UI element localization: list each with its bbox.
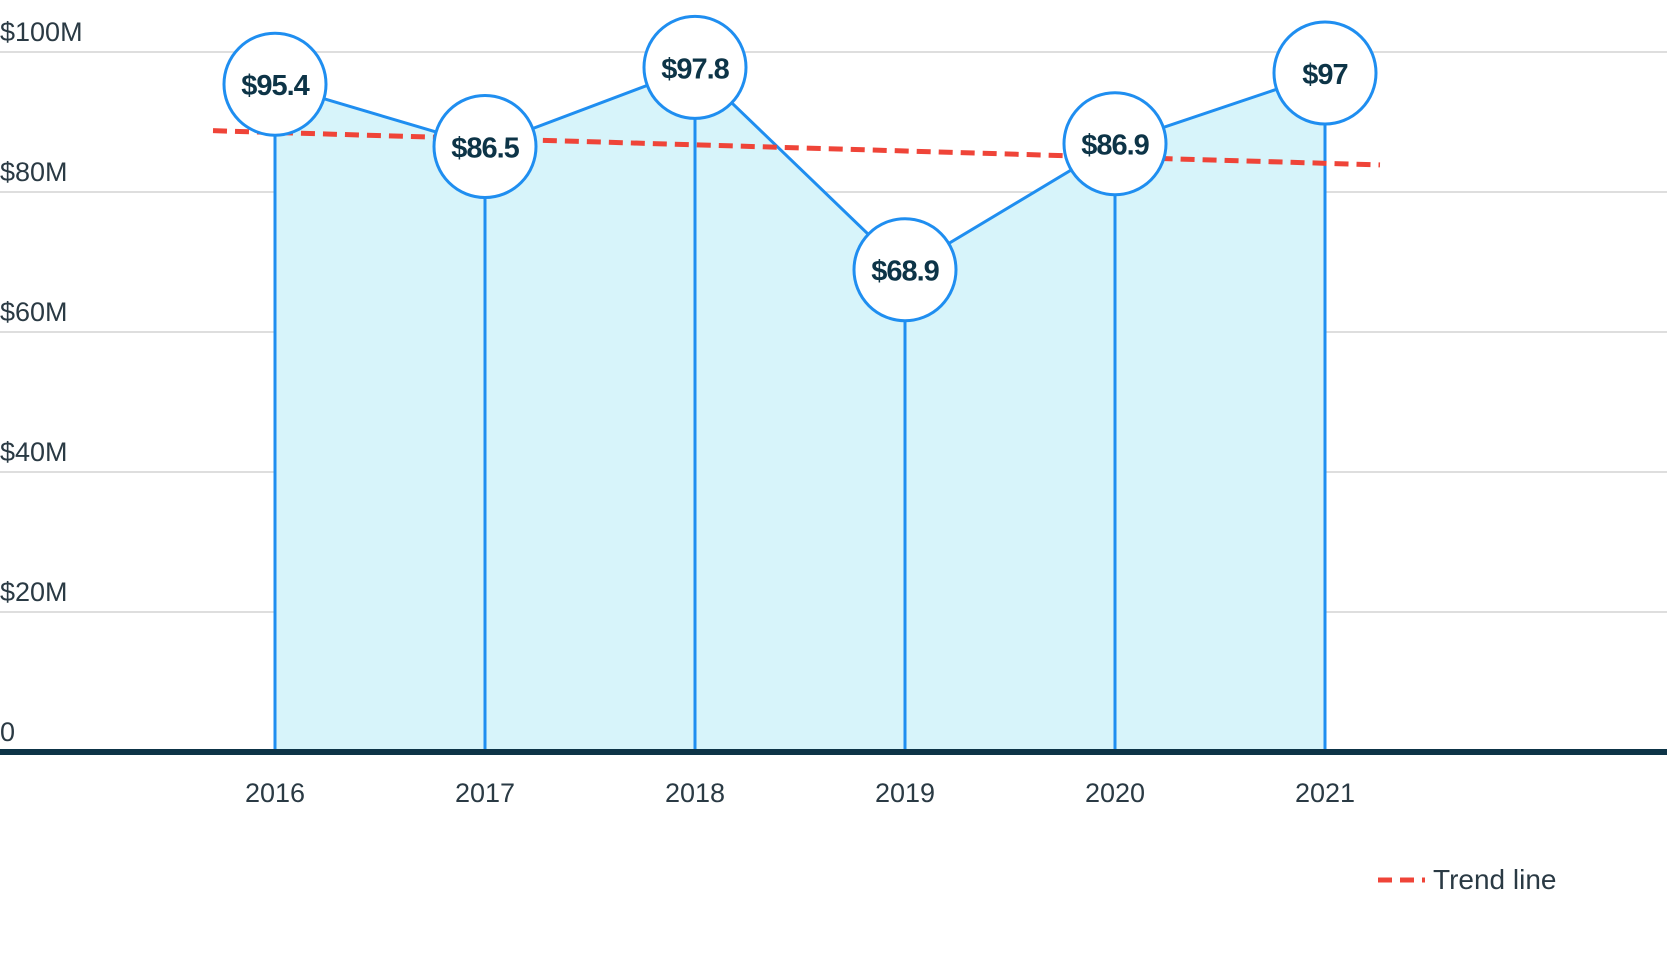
data-label: $97.8 [661,53,729,85]
y-tick-label: $60M [0,297,68,327]
y-tick-label: $100M [0,17,83,47]
data-label: $86.9 [1081,130,1149,162]
y-tick-label: 0 [0,717,15,747]
data-point-marker [432,94,538,199]
data-label: $97 [1302,59,1347,91]
y-tick-label: $20M [0,577,68,607]
data-point-marker [642,14,748,120]
data-point-2019: $68.9 [852,217,958,323]
x-tick-label: 2019 [875,778,935,808]
x-tick-label: 2018 [665,778,725,808]
legend: Trend line [1378,864,1556,895]
data-label: $95.4 [241,70,309,102]
data-label: $68.9 [871,256,939,288]
data-points: $95.4 $86.5 $97.8 $68.9 $86.9 $97 [222,14,1378,323]
data-label: $86.5 [451,133,519,165]
area-layer [275,67,1325,752]
area-fill [275,67,1325,752]
data-point-marker [1062,91,1168,197]
data-point-marker [1272,20,1378,126]
y-tick-label: $40M [0,437,68,467]
x-tick-label: 2021 [1295,778,1355,808]
y-axis-ticks: $100M $80M $60M $40M $20M 0 [0,17,83,747]
data-point-2018: $97.8 [642,14,748,120]
data-point-marker [222,31,328,137]
drop-lines [273,67,1327,752]
data-point-2016: $95.4 [222,31,328,137]
data-point-2021: $97 [1272,20,1378,126]
legend-trend-line-label: Trend line [1433,864,1556,895]
y-tick-label: $80M [0,157,68,187]
x-tick-label: 2016 [245,778,305,808]
trend-line-layer [212,128,1381,168]
x-tick-label: 2017 [455,778,515,808]
x-tick-label: 2020 [1085,778,1145,808]
data-point-2020: $86.9 [1062,91,1168,197]
x-axis-ticks: 2016 2017 2018 2019 2020 2021 [245,778,1355,808]
trend-line [212,128,1381,168]
data-point-2017: $86.5 [432,94,538,199]
data-point-marker [852,217,958,323]
